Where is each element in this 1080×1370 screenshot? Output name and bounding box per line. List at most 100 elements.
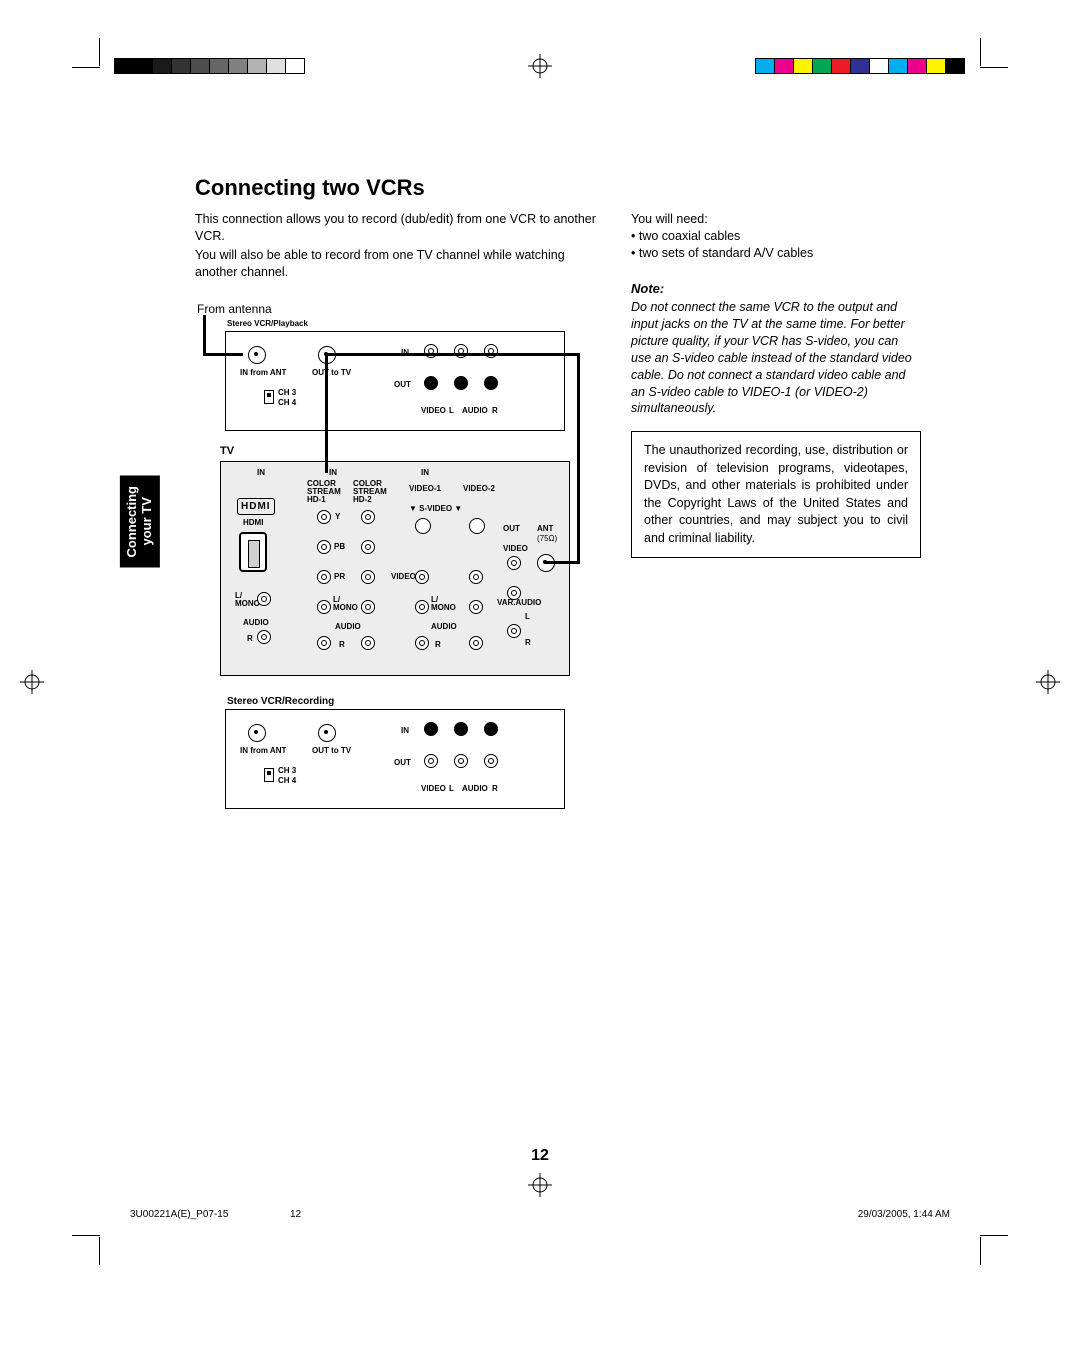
label: L/ MONO [333,596,358,612]
vcr2-box: IN from ANT OUT to TV CH 3 CH 4 IN OUT V… [225,709,565,809]
rca-plug-icon [484,722,498,736]
color-swatches [756,58,965,74]
footer-slug: 3U00221A(E)_P07-15 12 29/03/2005, 1:44 A… [130,1209,950,1220]
crop-mark [980,1235,1010,1265]
intro-left: This connection allows you to record (du… [195,211,605,831]
rca-icon [424,754,438,768]
label: PR [334,572,345,583]
label: VAR.AUDIO [497,598,541,609]
label-from-antenna: From antenna [197,301,272,317]
hdmi-logo: HDMI [237,498,275,516]
label: AUDIO [462,784,488,795]
footer-page: 12 [290,1209,301,1220]
cable [325,353,580,356]
cable [577,353,580,563]
tv-label: TV [220,444,234,459]
rca-icon [317,600,331,614]
footer-date: 29/03/2005, 1:44 AM [858,1209,950,1220]
crop-mark [70,38,100,68]
label: L [525,612,530,623]
cable [203,315,206,355]
coax-icon [318,724,336,742]
label: VIDEO [421,406,446,417]
rca-plug-icon [424,722,438,736]
label: CH 4 [278,398,296,409]
rca-icon [361,540,375,554]
crop-mark [980,38,1010,68]
label: R [339,640,345,651]
label: IN from ANT [240,746,286,757]
connection-diagram: From antenna Stereo VCR/Playback IN from… [195,301,605,831]
footer-file: 3U00221A(E)_P07-15 [130,1209,228,1220]
label: CH 4 [278,776,296,787]
cable [545,561,580,564]
rca-icon [415,600,429,614]
label: VIDEO [503,544,528,555]
label: AUDIO [431,622,457,633]
tab-line2: your TV [139,498,154,546]
label: VIDEO-1 [409,484,441,495]
label: L [449,406,454,417]
label: OUT to TV [312,368,351,379]
label: OUT [394,758,411,769]
label: R [525,638,531,649]
label: R [247,634,253,645]
need-list: two coaxial cables two sets of standard … [631,228,921,262]
intro-columns: This connection allows you to record (du… [195,211,925,831]
printer-marks-top [0,58,1080,88]
page-content: Connecting two VCRs This connection allo… [195,175,925,831]
cable [203,353,243,356]
rca-icon [469,570,483,584]
rca-icon [361,570,375,584]
rca-icon [415,570,429,584]
label: COLOR STREAM HD-1 [307,480,341,504]
channel-switch-icon [264,390,274,404]
label: HDMI [243,518,263,529]
rca-icon [317,540,331,554]
coax-icon [248,724,266,742]
registration-mark [528,54,552,83]
rca-icon [469,600,483,614]
rca-icon [507,624,521,638]
rca-icon [484,754,498,768]
intro-para: This connection allows you to record (du… [195,211,605,245]
label: R [492,406,498,417]
label: R [492,784,498,795]
rca-plug-icon [454,722,468,736]
vcr1-box: IN from ANT OUT to TV CH 3 CH 4 IN OUT V… [225,331,565,431]
registration-mark [20,670,44,699]
label: PB [334,542,345,553]
label: IN [421,468,429,479]
label: OUT [503,524,520,535]
vcr2-title: Stereo VCR/Recording [227,695,334,709]
registration-mark [528,1173,552,1202]
copyright-warning: The unauthorized recording, use, distrib… [631,431,921,558]
tab-line1: Connecting [124,486,139,558]
rca-plug-icon [454,376,468,390]
rca-icon [317,570,331,584]
label: IN [329,468,337,479]
svideo-icon [469,518,485,534]
label: Y [335,512,340,523]
rca-icon [317,510,331,524]
channel-switch-icon [264,768,274,782]
rca-icon [317,636,331,650]
label: AUDIO [462,406,488,417]
rca-icon [361,636,375,650]
label: AUDIO [243,618,269,629]
grayscale-swatches [115,58,305,74]
coax-icon [248,346,266,364]
rca-icon [361,510,375,524]
rca-icon [507,556,521,570]
rca-icon [257,630,271,644]
label: VIDEO [421,784,446,795]
intro-para: You will also be able to record from one… [195,247,605,281]
label: (75Ω) [537,534,557,545]
label: R [435,640,441,651]
need-item: two coaxial cables [631,228,921,245]
page-number: 12 [531,1147,549,1165]
label: ▼ S-VIDEO ▼ [409,504,462,515]
vcr1-title: Stereo VCR/Playback [227,319,308,330]
intro-right: You will need: two coaxial cables two se… [631,211,921,831]
rca-plug-icon [424,376,438,390]
